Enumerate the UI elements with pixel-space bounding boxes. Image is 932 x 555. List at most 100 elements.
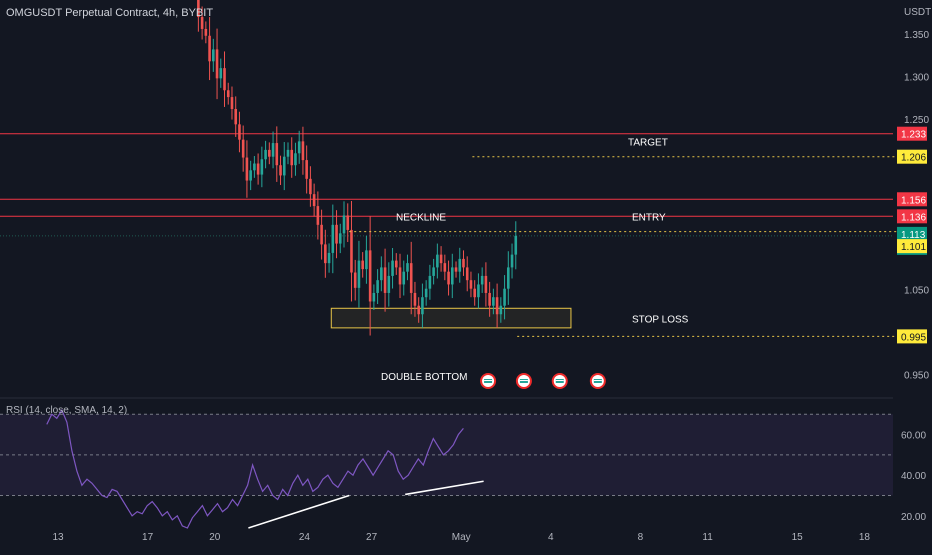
candle — [290, 137, 294, 178]
candle-body — [495, 297, 499, 315]
candle — [421, 283, 424, 328]
rsi-trend-line — [405, 480, 484, 496]
candle — [447, 260, 450, 296]
candle — [342, 201, 346, 248]
x-tick-label: 27 — [366, 532, 378, 543]
candle-body — [346, 215, 350, 230]
candle-body — [219, 68, 223, 79]
candle-body — [477, 284, 480, 298]
candle — [241, 125, 245, 172]
price-tick-label: 1.350 — [904, 30, 929, 41]
candle-body — [413, 292, 417, 306]
x-tick-label: 20 — [209, 532, 221, 543]
price-tick-label: 1.250 — [904, 115, 929, 126]
candle — [503, 275, 506, 320]
x-tick-label: 11 — [702, 532, 713, 543]
candle-body — [421, 297, 424, 315]
price-axis-label-text: 1.101 — [901, 242, 926, 253]
candle — [279, 155, 282, 185]
candle — [409, 241, 413, 315]
candle-body — [394, 260, 398, 268]
candle-body — [335, 224, 338, 244]
event-marker-icon — [480, 373, 497, 389]
candle — [305, 145, 308, 194]
candle — [376, 269, 379, 305]
rsi-tick-label: 40.00 — [901, 471, 926, 482]
candle — [238, 111, 241, 153]
x-tick-label: 13 — [52, 532, 64, 543]
x-tick-label: 8 — [638, 532, 644, 543]
candle-body — [286, 149, 290, 157]
price-axis-label-text: 1.136 — [901, 212, 926, 223]
candle-body — [279, 165, 282, 176]
candle — [324, 229, 327, 278]
candle-body — [424, 288, 428, 298]
candle — [450, 253, 454, 299]
candle-body — [402, 271, 406, 285]
candle — [208, 17, 211, 81]
candle — [477, 273, 480, 309]
candle-body — [324, 244, 327, 264]
candle-body — [417, 305, 420, 315]
candle — [249, 160, 252, 191]
candle-body — [488, 292, 491, 306]
candle-body — [208, 35, 211, 62]
candle-body — [204, 28, 208, 36]
price-axis-label-text: 1.156 — [901, 195, 926, 206]
candle — [197, 0, 200, 32]
event-marker-icon — [515, 373, 532, 389]
candle-body — [436, 254, 439, 268]
candle-body — [253, 163, 256, 171]
candle-body — [256, 163, 260, 175]
candle-body — [510, 254, 514, 268]
candle — [484, 262, 488, 307]
candle-body — [492, 297, 495, 306]
support-zone-box — [330, 307, 572, 329]
candle-body — [376, 280, 379, 293]
event-marker-icon — [589, 373, 606, 389]
candle-body — [391, 260, 394, 276]
candle — [320, 209, 323, 260]
chart-header-title: OMGUSDT Perpetual Contract, 4h, BYBIT — [6, 7, 214, 19]
price-axis-label: 1.101 — [897, 239, 927, 254]
candle-body — [230, 97, 234, 110]
candle-body — [271, 143, 275, 157]
candle — [275, 126, 279, 182]
candle — [406, 254, 409, 281]
candle-body — [484, 275, 488, 293]
candle — [357, 240, 361, 308]
candle-body — [197, 0, 200, 18]
candle — [346, 203, 350, 243]
candle-body — [353, 272, 357, 288]
candle — [462, 250, 465, 276]
candle — [353, 259, 357, 301]
x-tick-label: 4 — [548, 532, 554, 543]
price-tick-label: 1.300 — [904, 73, 929, 84]
candle-body — [432, 267, 435, 276]
candle-body — [406, 263, 409, 272]
candle — [294, 142, 297, 176]
annotation-target: TARGET — [628, 138, 668, 149]
price-axis-label: 1.156 — [897, 192, 927, 207]
candle-body — [443, 263, 447, 272]
candle-body — [264, 149, 267, 160]
price-axis-label-text: 1.233 — [901, 130, 926, 141]
candle — [424, 280, 428, 306]
candle — [361, 252, 364, 278]
candle — [200, 6, 204, 40]
candle-body — [387, 275, 391, 293]
x-tick-label: 18 — [859, 532, 871, 543]
candle — [212, 38, 215, 72]
candle-body — [212, 49, 215, 62]
candle-body — [480, 275, 484, 285]
candle-body — [350, 229, 353, 273]
candle — [417, 297, 420, 323]
candle — [286, 142, 290, 165]
candle-body — [234, 109, 238, 125]
rsi-trend-line — [248, 494, 350, 529]
candle-body — [503, 288, 506, 306]
candle — [428, 264, 432, 300]
price-axis-label-bg — [897, 239, 927, 254]
